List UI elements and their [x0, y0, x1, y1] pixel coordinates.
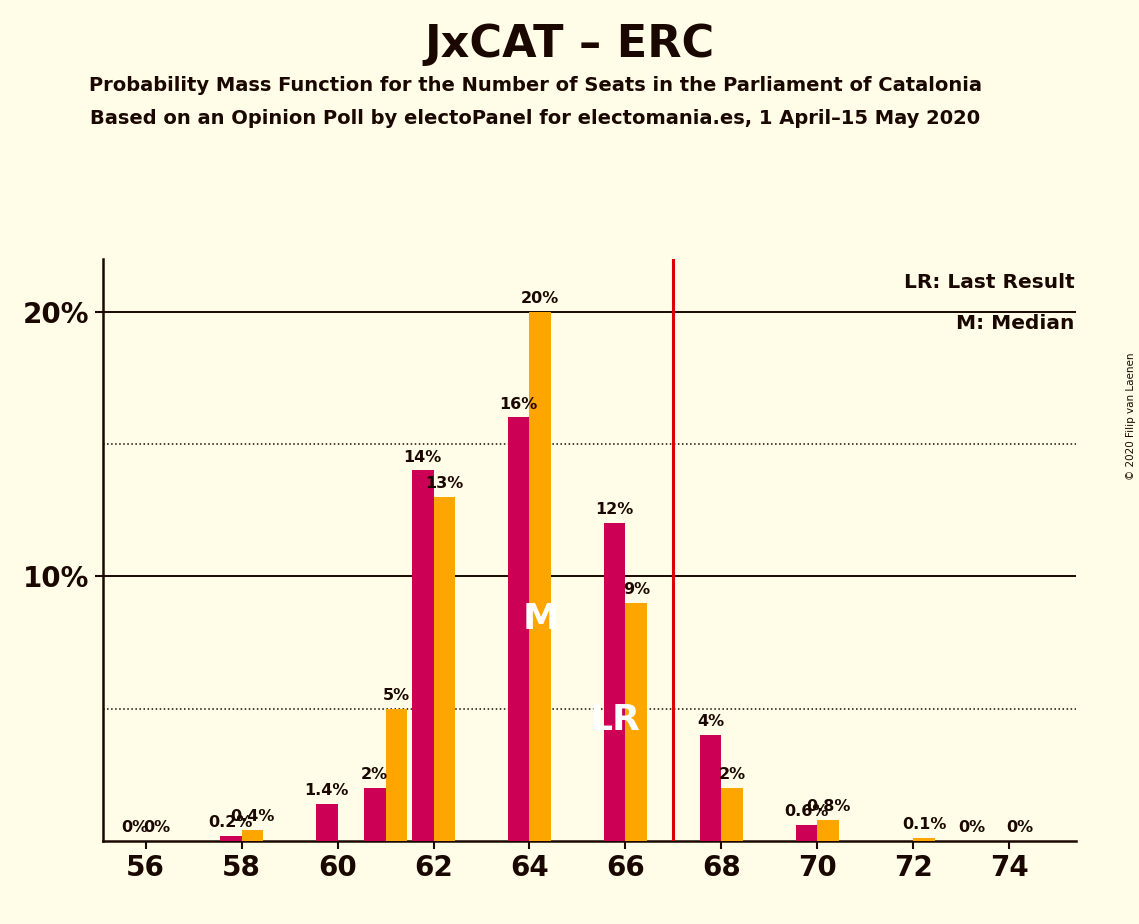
- Bar: [818, 820, 839, 841]
- Text: 4%: 4%: [697, 714, 724, 729]
- Bar: [625, 602, 647, 841]
- Text: JxCAT – ERC: JxCAT – ERC: [425, 23, 714, 67]
- Bar: [604, 523, 625, 841]
- Bar: [220, 835, 241, 841]
- Text: 0%: 0%: [122, 820, 148, 835]
- Text: 12%: 12%: [596, 503, 633, 517]
- Text: 0%: 0%: [142, 820, 170, 835]
- Bar: [434, 497, 456, 841]
- Bar: [412, 470, 434, 841]
- Text: 0.1%: 0.1%: [902, 818, 947, 833]
- Text: 13%: 13%: [425, 476, 464, 491]
- Bar: [508, 418, 530, 841]
- Bar: [721, 788, 743, 841]
- Bar: [241, 831, 263, 841]
- Text: 20%: 20%: [522, 291, 559, 306]
- Text: LR: LR: [589, 703, 640, 737]
- Text: 5%: 5%: [383, 687, 410, 703]
- Text: 2%: 2%: [719, 767, 746, 782]
- Text: © 2020 Filip van Laenen: © 2020 Filip van Laenen: [1126, 352, 1136, 480]
- Text: 0.8%: 0.8%: [806, 799, 851, 814]
- Text: 0.2%: 0.2%: [208, 815, 253, 830]
- Bar: [913, 838, 935, 841]
- Bar: [316, 804, 337, 841]
- Text: LR: Last Result: LR: Last Result: [903, 274, 1074, 292]
- Bar: [364, 788, 385, 841]
- Text: 0.4%: 0.4%: [230, 809, 274, 824]
- Text: 0%: 0%: [958, 820, 985, 835]
- Text: Based on an Opinion Poll by electoPanel for electomania.es, 1 April–15 May 2020: Based on an Opinion Poll by electoPanel …: [90, 109, 981, 128]
- Text: 2%: 2%: [361, 767, 388, 782]
- Text: 16%: 16%: [500, 396, 538, 412]
- Text: 0.6%: 0.6%: [785, 804, 829, 820]
- Text: Probability Mass Function for the Number of Seats in the Parliament of Catalonia: Probability Mass Function for the Number…: [89, 76, 982, 95]
- Text: 0%: 0%: [1007, 820, 1033, 835]
- Bar: [699, 735, 721, 841]
- Text: 1.4%: 1.4%: [304, 783, 349, 798]
- Bar: [796, 825, 818, 841]
- Text: M: Median: M: Median: [956, 314, 1074, 333]
- Bar: [385, 709, 407, 841]
- Text: 14%: 14%: [403, 450, 442, 465]
- Bar: [530, 311, 551, 841]
- Text: M: M: [523, 602, 558, 636]
- Text: 9%: 9%: [623, 582, 649, 597]
